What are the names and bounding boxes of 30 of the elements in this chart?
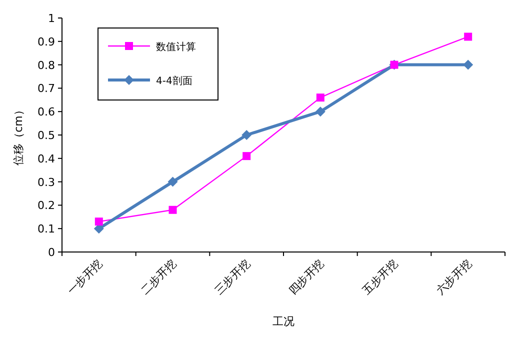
y-tick-label: 0.1: [38, 222, 55, 236]
point: [94, 218, 103, 226]
point: [168, 176, 178, 187]
point: [242, 152, 251, 160]
y-tick-label: 0.4: [38, 152, 55, 166]
x-tick-label: 四步开挖: [286, 256, 327, 298]
y-tick-label: 0.5: [38, 129, 55, 142]
point: [242, 130, 252, 140]
point: [464, 32, 472, 41]
y-tick-label: 1: [48, 12, 55, 25]
point: [463, 60, 474, 70]
y-tick-label: 0.2: [38, 199, 55, 212]
x-tick-label: 六步开挖: [434, 256, 474, 298]
y-tick-label: 0.6: [38, 106, 55, 119]
x-tick-label: 一步开挖: [64, 256, 106, 298]
y-tick-label: 0.3: [38, 176, 55, 189]
y-axis-title: 位移（cm）: [12, 104, 25, 166]
point: [315, 106, 326, 117]
legend-label: 数值计算: [156, 41, 196, 53]
y-tick-label: 0: [48, 246, 55, 259]
x-tick-label: 五步开挖: [360, 256, 400, 298]
x-tick-label: 三步开挖: [212, 256, 253, 298]
y-tick-label: 0.9: [38, 35, 55, 48]
x-axis-title: 工况: [272, 315, 294, 328]
x-tick-label: 二步开挖: [138, 256, 179, 298]
legend-label: 4-4剖面: [156, 75, 192, 87]
y-tick-label: 0.7: [38, 82, 55, 96]
point: [316, 94, 324, 102]
y-tick-label: 0.8: [38, 58, 55, 72]
point: [168, 206, 177, 214]
